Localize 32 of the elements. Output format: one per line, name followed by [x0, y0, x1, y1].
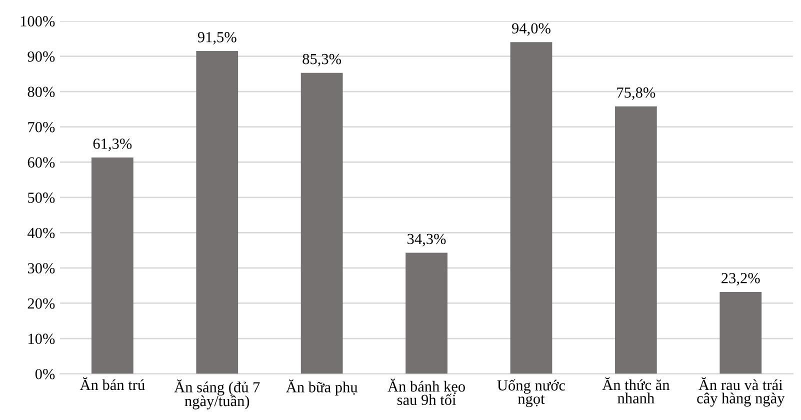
y-tick-label: 50%	[28, 192, 55, 203]
y-tick-label: 0%	[35, 368, 55, 380]
y-tick-label: 100%	[20, 16, 55, 26]
data-label: 34,3%	[408, 234, 446, 246]
x-tick-label: Ăn thức ăn nhanh	[602, 377, 670, 404]
x-tick-label: Uống nước ngọt	[497, 379, 566, 408]
y-tick-label: 90%	[28, 51, 55, 62]
y-tick-label: 60%	[28, 157, 55, 168]
bar	[91, 158, 134, 374]
y-tick-label: 20%	[28, 298, 55, 309]
x-tick-label: Ăn bán trú	[80, 377, 145, 390]
data-label: 75,8%	[617, 87, 656, 100]
x-tick-label: Ăn sáng (đủ 7 ngày/tuần)	[174, 379, 260, 410]
bar	[614, 106, 657, 374]
y-tick-label: 30%	[28, 263, 55, 274]
y-tick-label: 10%	[28, 334, 55, 344]
y-tick-label: 80%	[28, 86, 55, 98]
data-label: 61,3%	[93, 138, 132, 152]
x-tick-label: Ăn bánh kẹo sau 9h tối	[388, 378, 465, 405]
bar	[196, 50, 238, 374]
x-tick-label: Ăn rau và trái cây hàng ngày	[697, 377, 785, 407]
bar	[510, 42, 552, 374]
y-tick-label: 70%	[28, 122, 55, 132]
bar	[720, 292, 762, 374]
bar	[406, 252, 448, 374]
data-label: 91,5%	[198, 32, 236, 45]
bar	[300, 72, 343, 374]
data-label: 94,0%	[512, 23, 550, 36]
data-label: 85,3%	[302, 54, 342, 66]
y-tick-label: 40%	[28, 228, 55, 238]
x-tick-label: Ăn bữa phụ	[286, 379, 358, 396]
data-label: 23,2%	[722, 272, 760, 286]
